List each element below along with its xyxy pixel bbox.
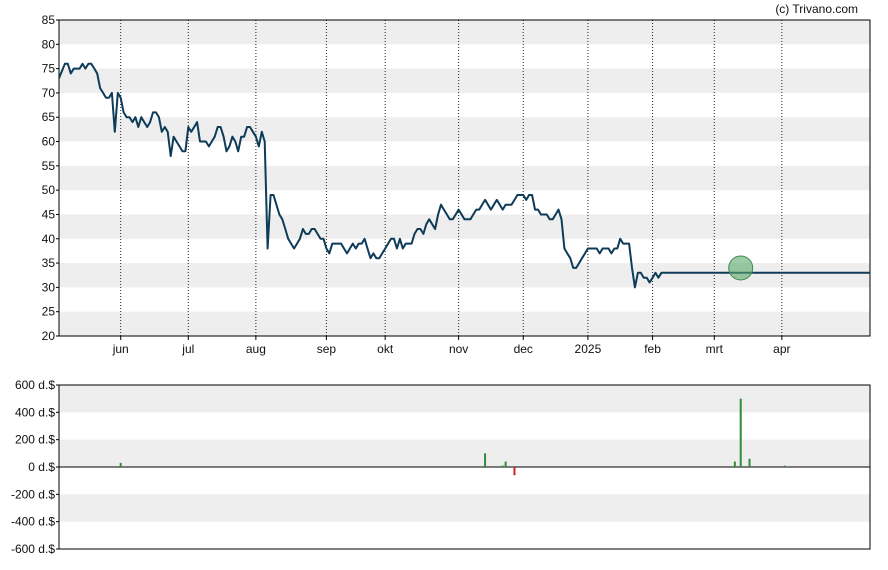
event-marker bbox=[728, 255, 754, 281]
price-y-tick-label: 45 bbox=[42, 207, 56, 221]
volume-band bbox=[59, 494, 870, 522]
price-y-tick-label: 65 bbox=[42, 110, 56, 124]
volume-y-tick-label: -200 d.$ bbox=[11, 487, 55, 501]
price-band bbox=[59, 165, 870, 191]
price-x-tick-label: jul bbox=[181, 342, 194, 356]
volume-frame bbox=[58, 384, 871, 550]
volume-bar bbox=[513, 467, 516, 476]
volume-bar bbox=[783, 465, 786, 467]
volume-panel: -600 d.$ -400 d.$ -200 d.$ 0 d.$ 200 d.$ 400 … bbox=[11, 378, 871, 556]
price-y-tick-label: 30 bbox=[42, 280, 56, 294]
credit-label: (c) Trivano.com bbox=[775, 2, 858, 16]
volume-bar bbox=[119, 462, 122, 467]
price-y-tick-label: 50 bbox=[42, 183, 56, 197]
price-y-tick-label: 35 bbox=[42, 256, 56, 270]
price-y-tick-label: 40 bbox=[42, 232, 56, 246]
price-x-tick-label: feb bbox=[644, 342, 661, 356]
volume-bar bbox=[733, 461, 736, 467]
volume-band bbox=[59, 439, 870, 467]
volume-bar bbox=[504, 461, 507, 467]
volume-band bbox=[59, 385, 870, 413]
price-x-tick-label: dec bbox=[514, 342, 533, 356]
price-frame bbox=[58, 19, 871, 337]
price-y-tick-label: 85 bbox=[42, 13, 56, 27]
price-band bbox=[59, 20, 870, 45]
price-x-tick-label: apr bbox=[773, 342, 790, 356]
price-y-tick-label: 60 bbox=[42, 135, 56, 149]
volume-bar bbox=[739, 398, 742, 467]
price-x-tick-label: sep bbox=[317, 342, 337, 356]
price-y-tick-label: 80 bbox=[42, 37, 56, 51]
price-y-tick-label: 25 bbox=[42, 305, 56, 319]
volume-y-tick-label: -400 d.$ bbox=[11, 515, 55, 529]
price-x-tick-label: okt bbox=[377, 342, 394, 356]
price-band bbox=[59, 311, 870, 336]
price-y-tick-label: 70 bbox=[42, 86, 56, 100]
price-band bbox=[59, 117, 870, 142]
price-x-tick-label: 2025 bbox=[575, 342, 602, 356]
volume-y-tick-label: 400 d.$ bbox=[15, 405, 55, 419]
volume-bar bbox=[484, 453, 487, 467]
volume-bar bbox=[748, 458, 751, 467]
price-y-tick-label: 75 bbox=[42, 62, 56, 76]
price-band bbox=[59, 68, 870, 93]
price-x-tick-label: jun bbox=[112, 342, 129, 356]
price-x-tick-label: mrt bbox=[706, 342, 724, 356]
volume-y-tick-label: -600 d.$ bbox=[11, 542, 55, 556]
price-x-tick-label: nov bbox=[449, 342, 468, 356]
volume-y-tick-label: 600 d.$ bbox=[15, 378, 55, 392]
price-y-tick-label: 55 bbox=[42, 159, 56, 173]
price-x-tick-label: aug bbox=[246, 342, 266, 356]
price-y-tick-label: 20 bbox=[42, 329, 56, 343]
volume-y-tick-label: 0 d.$ bbox=[28, 460, 55, 474]
volume-bar bbox=[501, 465, 504, 467]
volume-y-tick-label: 200 d.$ bbox=[15, 433, 55, 447]
